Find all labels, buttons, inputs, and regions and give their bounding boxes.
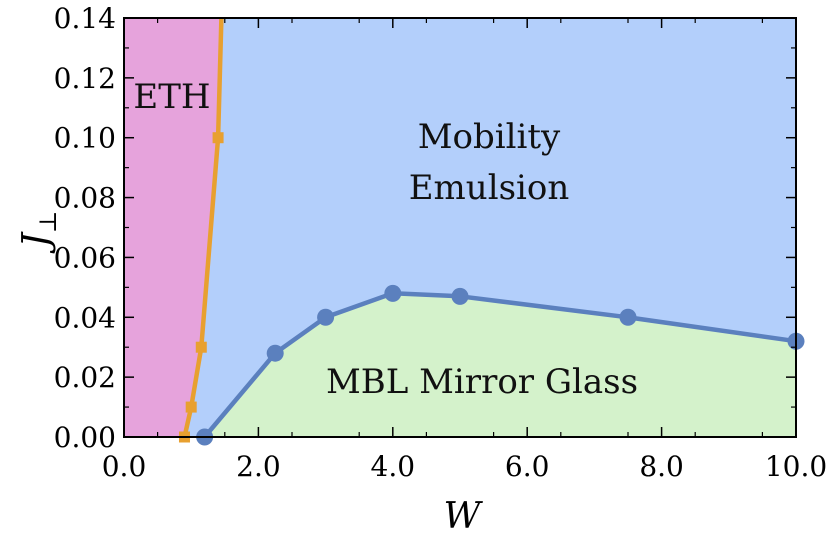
mobility-emulsion-label-line2: Emulsion — [409, 168, 570, 208]
mobility-emulsion-label-line1: Mobility — [418, 117, 561, 157]
eth-boundary-point — [195, 341, 207, 353]
mbl-boundary-point — [451, 287, 469, 305]
x-axis-label: W — [443, 496, 483, 534]
x-tick-label: 2.0 — [236, 450, 281, 483]
eth-region — [124, 18, 222, 437]
x-tick-label: 10.0 — [765, 450, 827, 483]
y-axis-label-main: J — [16, 231, 57, 255]
y-axis-label-subscript: ⊥ — [34, 210, 62, 233]
y-tick-label: 0.02 — [54, 361, 116, 394]
x-tick-label: 0.0 — [102, 450, 147, 483]
y-tick-label: 0.14 — [54, 2, 116, 35]
eth-boundary-point — [212, 132, 224, 144]
svg-text:J⊥: J⊥ — [16, 210, 62, 254]
y-tick-label: 0.00 — [54, 421, 116, 454]
y-tick-label: 0.10 — [54, 122, 116, 155]
mbl-boundary-point — [317, 308, 335, 326]
mbl-boundary-point — [266, 344, 284, 362]
y-axis-label: J⊥ — [16, 210, 62, 254]
eth-label: ETH — [133, 77, 210, 117]
axis-ticks: 0.0 2.0 4.0 6.0 8.0 10.0 0.00 0.02 0.04 0.06 0.08 0… — [54, 2, 828, 483]
mbl-boundary-point — [619, 308, 637, 326]
x-tick-label: 4.0 — [371, 450, 416, 483]
phase-regions — [124, 18, 797, 437]
y-tick-label: 0.06 — [54, 241, 116, 274]
mbl-mirror-glass-label: MBL Mirror Glass — [326, 362, 638, 402]
mbl-boundary-point — [384, 284, 402, 302]
y-tick-label: 0.08 — [54, 182, 116, 215]
eth-boundary-point — [185, 401, 197, 413]
x-tick-label: 6.0 — [505, 450, 550, 483]
mbl-mirror-glass-region — [204, 293, 797, 437]
y-tick-label: 0.12 — [54, 62, 116, 95]
region-labels: ETH Mobility Emulsion MBL Mirror Glass — [133, 77, 638, 402]
x-tick-label: 8.0 — [639, 450, 684, 483]
y-tick-label: 0.04 — [54, 301, 116, 334]
